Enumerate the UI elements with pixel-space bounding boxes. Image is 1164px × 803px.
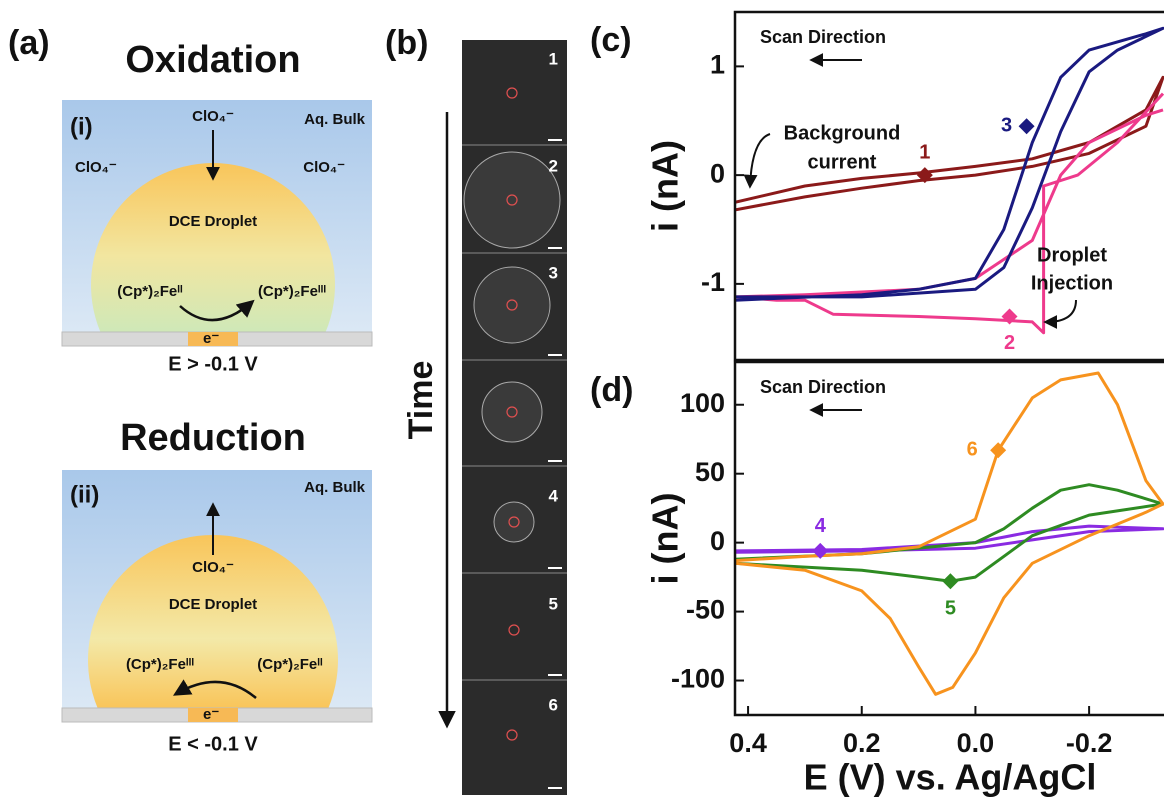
species: (Cp*)₂Feᴵᴵᴵ [126,656,194,673]
panel-label: (a) [8,24,50,62]
frame-number: 1 [549,49,558,68]
curve-label: 4 [815,515,827,537]
y-tick-label: -50 [686,595,725,625]
cv-curve [735,373,1163,694]
y-tick-label: 1 [710,50,725,80]
curve-label: 1 [919,141,930,163]
ion: ClO₄⁻ [303,159,345,176]
plot-area [735,373,1163,694]
panel-label: (d) [590,371,633,409]
ion: ClO₄⁻ [192,559,234,576]
y-tick-label: 0 [710,526,725,556]
electron: e⁻ [203,330,219,347]
electron: e⁻ [203,706,219,723]
y-tick-label: -1 [701,267,725,297]
y-tick-label: 100 [680,388,725,418]
sub-label: (i) [70,113,93,140]
curve-marker [942,573,958,589]
x-tick-label: -0.2 [1066,728,1113,758]
sub-label: (ii) [70,481,99,508]
frame-number: 4 [549,486,559,505]
droplet-label: DCE Droplet [169,596,257,613]
panel-a: (a) Oxidation (i) Aq. Bulk ClO₄⁻ ClO₄⁻ C… [8,24,372,755]
annotation-arrow [750,134,770,186]
annotation-arrow [1046,300,1076,322]
x-tick-label: 0.0 [957,728,995,758]
diagram-title: Reduction [120,417,306,459]
frame-number: 2 [549,156,558,175]
annotation: Scan Direction [760,27,886,47]
curve-label: 3 [1001,114,1012,136]
y-tick-label: 0 [710,158,725,188]
y-axis-label: i (nA) [645,493,686,585]
droplet-label: DCE Droplet [169,213,257,230]
ion: ClO₄⁻ [75,159,117,176]
species: (Cp*)₂Feᴵᴵ [257,656,323,673]
x-axis-label: E (V) vs. Ag/AgCl [804,757,1097,798]
potential: E < -0.1 V [168,733,258,755]
frame-number: 3 [549,263,558,282]
curve-label: 2 [1004,332,1015,354]
panel-label: (c) [590,21,632,59]
frame-number: 5 [549,594,558,613]
species: (Cp*)₂Feᴵᴵᴵ [258,283,326,300]
time-label: Time [402,361,440,440]
panel-label: (b) [385,24,428,62]
annotation: Background [784,122,901,144]
plot-frame [735,362,1164,715]
diagram-title: Oxidation [125,39,300,81]
annotation: Injection [1031,272,1113,294]
annotation: current [808,151,877,173]
potential: E > -0.1 V [168,353,258,375]
panel-b: (b) 1 2 3 4 5 6 Time [385,24,567,795]
figure: (a) Oxidation (i) Aq. Bulk ClO₄⁻ ClO₄⁻ C… [0,0,1164,803]
curve-marker [1019,118,1035,134]
ion: ClO₄⁻ [192,108,234,125]
y-axis-label: i (nA) [645,140,686,232]
y-tick-label: -100 [671,664,725,694]
x-tick-label: 0.2 [843,728,881,758]
cv-curve [735,526,1163,552]
curve-marker [990,442,1006,458]
bulk-label: Aq. Bulk [304,111,365,128]
bulk-label: Aq. Bulk [304,479,365,496]
annotation: Droplet [1037,244,1107,266]
x-tick-label: 0.4 [729,728,767,758]
species: (Cp*)₂Feᴵᴵ [117,283,183,300]
annotation: Scan Direction [760,377,886,397]
charts: -1 0 1 1 2 3 (c) i (nA) Scan Direction Background… [590,12,1164,798]
curve-label: 5 [945,598,956,620]
y-tick-label: 50 [695,457,725,487]
curve-label: 6 [967,439,978,461]
frame-number: 6 [549,695,558,714]
